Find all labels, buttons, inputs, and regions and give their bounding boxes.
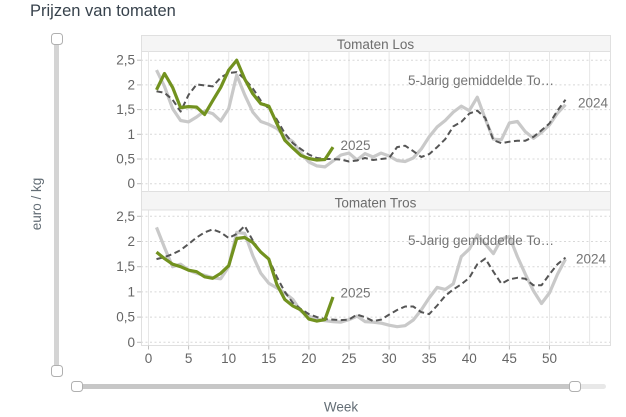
svg-text:euro / kg: euro / kg	[29, 178, 44, 231]
svg-text:0: 0	[127, 335, 135, 350]
svg-text:0: 0	[127, 176, 135, 191]
svg-text:0,5: 0,5	[116, 152, 135, 167]
svg-text:5-Jarig gemiddelde To…: 5-Jarig gemiddelde To…	[408, 233, 554, 248]
svg-text:25: 25	[341, 351, 356, 366]
svg-text:45: 45	[502, 351, 517, 366]
svg-text:Tomaten Tros: Tomaten Tros	[335, 196, 417, 211]
svg-text:1: 1	[127, 284, 135, 299]
svg-text:2,5: 2,5	[116, 53, 135, 68]
svg-text:0: 0	[145, 351, 153, 366]
svg-text:5-Jarig gemiddelde To…: 5-Jarig gemiddelde To…	[408, 73, 554, 88]
svg-text:2025: 2025	[340, 138, 370, 153]
svg-text:1,5: 1,5	[116, 102, 135, 117]
svg-text:2025: 2025	[340, 286, 370, 301]
svg-text:5: 5	[185, 351, 193, 366]
svg-text:2024: 2024	[576, 252, 607, 267]
svg-text:10: 10	[221, 351, 236, 366]
svg-text:2024: 2024	[578, 96, 609, 111]
svg-text:1,5: 1,5	[116, 259, 135, 274]
svg-text:0,5: 0,5	[116, 310, 135, 325]
svg-text:2: 2	[127, 77, 135, 92]
svg-text:30: 30	[382, 351, 397, 366]
svg-text:40: 40	[462, 351, 477, 366]
svg-text:2,5: 2,5	[116, 209, 135, 224]
svg-text:50: 50	[542, 351, 557, 366]
svg-text:Tomaten Los: Tomaten Los	[337, 37, 415, 52]
svg-text:2: 2	[127, 234, 135, 249]
svg-text:Week: Week	[324, 400, 359, 415]
svg-text:1: 1	[127, 127, 135, 142]
svg-text:20: 20	[301, 351, 316, 366]
svg-text:35: 35	[422, 351, 437, 366]
svg-text:15: 15	[261, 351, 276, 366]
